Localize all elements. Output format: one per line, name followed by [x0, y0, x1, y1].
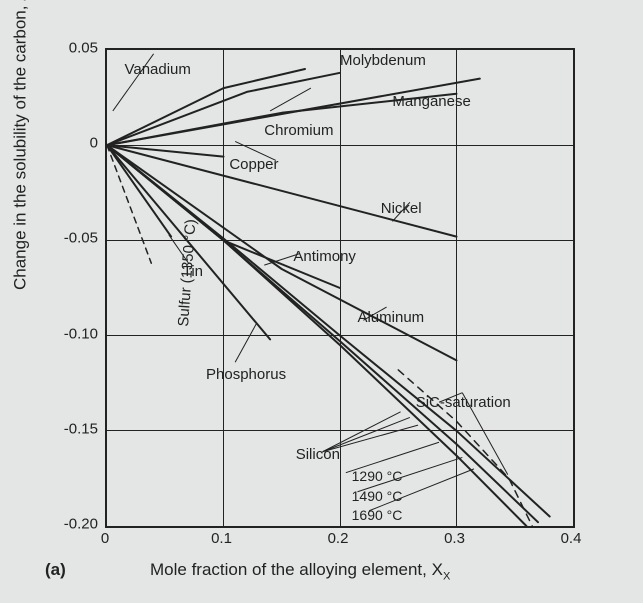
series-label-nickel: Nickel — [381, 200, 422, 217]
y-tick-label: -0.20 — [38, 516, 98, 533]
series-label-copper: Copper — [229, 156, 278, 173]
x-tick-label: 0.1 — [211, 530, 232, 547]
series-label-molybdenum: Molybdenum — [340, 52, 426, 69]
series-label-aluminum: Aluminum — [357, 309, 424, 326]
series-label-t1690: 1690 °C — [352, 507, 403, 523]
x-tick-label: 0.4 — [561, 530, 582, 547]
y-tick-label: 0.05 — [38, 40, 98, 57]
y-axis-label-text: Change in the solubility of the carbon, … — [11, 0, 30, 290]
x-tick-label: 0.2 — [328, 530, 349, 547]
chart-plot-area: Molybdenum Vanadium Chromium Manganese Coppe… — [105, 48, 575, 528]
x-axis-label: Mole fraction of the alloying element, X… — [150, 560, 450, 582]
series-label-sic: SiC-saturation — [416, 394, 511, 411]
series-label-t1490: 1490 °C — [352, 488, 403, 504]
x-axis-label-text: Mole fraction of the alloying element, X — [150, 560, 443, 579]
x-tick-label: 0.3 — [444, 530, 465, 547]
series-label-vanadium: Vanadium — [124, 61, 190, 78]
series-label-chromium: Chromium — [264, 122, 333, 139]
y-tick-label: -0.10 — [38, 325, 98, 342]
page-root: Change in the solubility of the carbon, … — [0, 0, 643, 603]
y-tick-label: 0 — [38, 135, 98, 152]
y-tick-label: -0.05 — [38, 230, 98, 247]
panel-label: (a) — [45, 560, 66, 580]
series-label-silicon: Silicon — [296, 446, 340, 463]
y-axis-label: Change in the solubility of the carbon, … — [10, 0, 33, 290]
series-label-manganese: Manganese — [392, 93, 470, 110]
series-label-t1290: 1290 °C — [352, 468, 403, 484]
x-axis-label-sub: X — [443, 570, 450, 582]
series-label-antimony: Antimony — [293, 248, 356, 265]
y-tick-label: -0.15 — [38, 420, 98, 437]
x-tick-label: 0 — [101, 530, 109, 547]
series-label-phosphorus: Phosphorus — [206, 366, 286, 383]
